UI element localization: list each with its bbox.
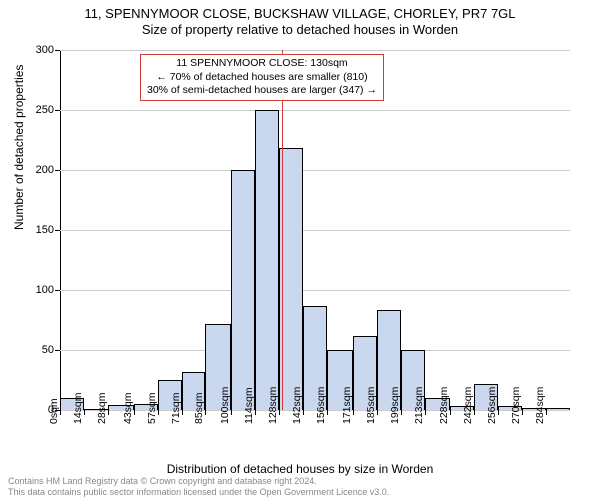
y-tick-label: 300 (14, 44, 54, 56)
y-tick-mark (55, 110, 60, 111)
grid-line (60, 170, 570, 171)
marker-line (282, 50, 283, 410)
chart-title-block: 11, SPENNYMOOR CLOSE, BUCKSHAW VILLAGE, … (0, 0, 600, 39)
histogram-bar (255, 110, 279, 410)
y-tick-label: 250 (14, 104, 54, 116)
x-tick-mark (108, 410, 109, 415)
footer-line-2: This data contains public sector informa… (8, 487, 389, 498)
grid-line (60, 50, 570, 51)
x-tick-mark (474, 410, 475, 415)
x-tick-mark (231, 410, 232, 415)
footer-line-1: Contains HM Land Registry data © Crown c… (8, 476, 389, 487)
y-tick-mark (55, 50, 60, 51)
y-tick-mark (55, 170, 60, 171)
y-tick-mark (55, 350, 60, 351)
chart-plot-area: 0501001502002503000sqm14sqm28sqm43sqm57s… (60, 50, 570, 410)
grid-line (60, 110, 570, 111)
y-tick-label: 200 (14, 164, 54, 176)
y-tick-label: 150 (14, 224, 54, 236)
grid-line (60, 230, 570, 231)
x-tick-mark (255, 410, 256, 415)
x-tick-mark (60, 410, 61, 415)
x-tick-mark (522, 410, 523, 415)
x-tick-mark (303, 410, 304, 415)
title-line-2: Size of property relative to detached ho… (0, 22, 600, 38)
annotation-line: ← 70% of detached houses are smaller (81… (147, 71, 377, 85)
y-axis-label: Number of detached properties (12, 65, 26, 230)
x-tick-mark (450, 410, 451, 415)
grid-line (60, 290, 570, 291)
annotation-box: 11 SPENNYMOOR CLOSE: 130sqm← 70% of deta… (140, 54, 384, 101)
x-tick-mark (84, 410, 85, 415)
plot-region: 0501001502002503000sqm14sqm28sqm43sqm57s… (60, 50, 570, 410)
y-tick-mark (55, 230, 60, 231)
x-tick-mark (205, 410, 206, 415)
x-tick-mark (498, 410, 499, 415)
x-tick-mark (327, 410, 328, 415)
footer-attribution: Contains HM Land Registry data © Crown c… (8, 476, 389, 498)
title-line-1: 11, SPENNYMOOR CLOSE, BUCKSHAW VILLAGE, … (0, 6, 600, 22)
y-tick-label: 50 (14, 344, 54, 356)
y-tick-label: 100 (14, 284, 54, 296)
annotation-line: 30% of semi-detached houses are larger (… (147, 84, 377, 98)
x-tick-mark (279, 410, 280, 415)
x-axis-label: Distribution of detached houses by size … (0, 462, 600, 476)
histogram-bar (546, 408, 570, 410)
annotation-line: 11 SPENNYMOOR CLOSE: 130sqm (147, 57, 377, 71)
y-tick-mark (55, 290, 60, 291)
x-tick-mark (546, 410, 547, 415)
histogram-bar (231, 170, 255, 410)
